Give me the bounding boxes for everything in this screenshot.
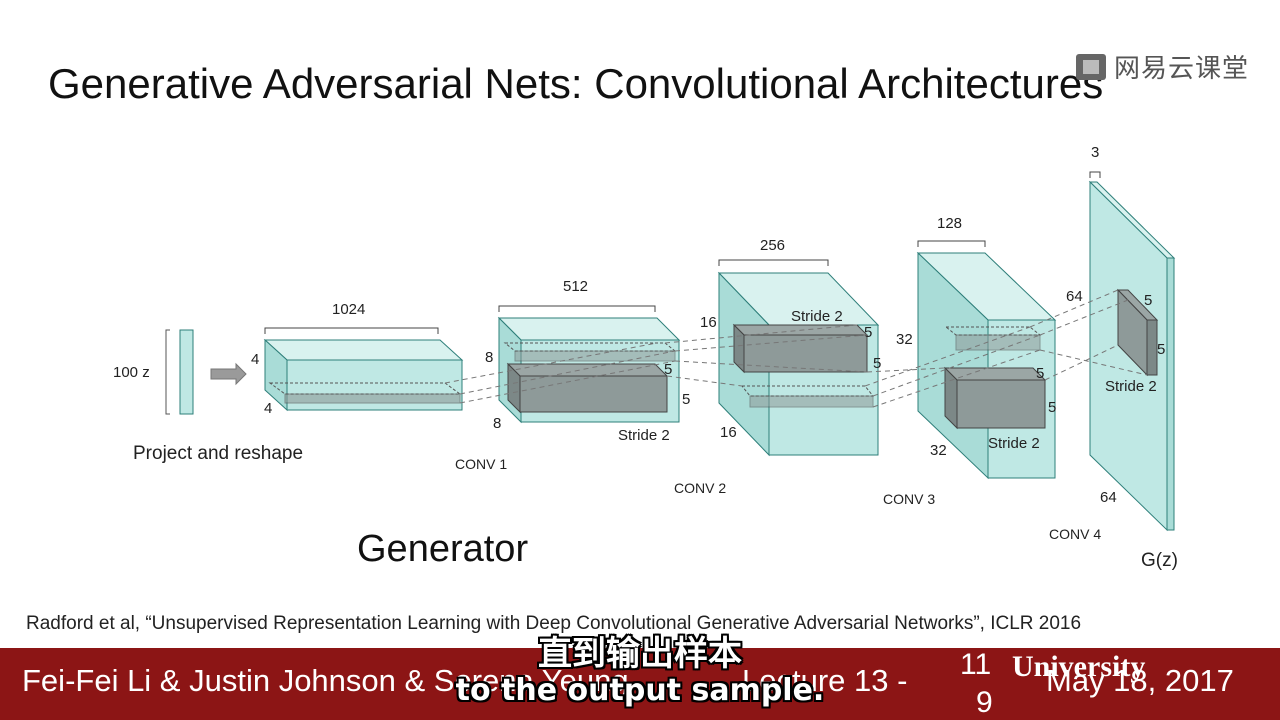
footer-date: May 18, 2017	[1046, 663, 1234, 698]
conv3-kernel-w-label: 5	[1048, 399, 1056, 416]
conv1-width-label: 8	[493, 415, 501, 432]
conv3-depth-label: 128	[937, 215, 962, 232]
conv4-stride-label: Stride 2	[1105, 378, 1157, 395]
z-vector-bar	[179, 329, 194, 415]
conv1-depth-label: 512	[563, 278, 588, 295]
conv4-block: 3 64 64 5 5 Stride 2 CONV 4 G(z)	[1049, 144, 1178, 571]
conv4-name-label: CONV 4	[1049, 526, 1101, 542]
conv4-depth-label: 3	[1091, 144, 1099, 161]
conv3-width-label: 32	[930, 442, 947, 459]
watermark-text: 网易云课堂	[1114, 53, 1250, 83]
conv1-stride-label: Stride 2	[618, 427, 670, 444]
dcgan-generator-diagram: 100 z Project and reshape 1024 4 4 512 8…	[113, 144, 1178, 571]
project-reshape-caption: Project and reshape	[133, 443, 303, 464]
conv4-height-label: 64	[1066, 288, 1083, 305]
footer-page-number-top: 11	[960, 648, 992, 681]
citation: Radford et al, “Unsupervised Representat…	[26, 613, 1082, 634]
footer-university: University	[1012, 650, 1146, 683]
conv1-kernel-h-label: 5	[664, 361, 672, 378]
z-bracket	[165, 329, 170, 415]
conv1-name-label: CONV 1	[455, 456, 507, 472]
footer-page-number-bottom: 9	[976, 686, 993, 719]
netease-cloud-classroom-logo-icon	[1076, 53, 1106, 80]
conv3-stride-label: Stride 2	[988, 435, 1040, 452]
conv3-kernel-h-label: 5	[1036, 365, 1044, 382]
conv1-kernel-w-label: 5	[682, 391, 690, 408]
conv1-height-label: 8	[485, 349, 493, 366]
conv2-kernel-w-label: 5	[873, 355, 881, 372]
layer0-depth-label: 1024	[332, 301, 365, 318]
conv2-width-label: 16	[720, 424, 737, 441]
input-arrow-icon	[210, 362, 247, 386]
conv2-height-label: 16	[700, 314, 717, 331]
conv2-kernel-h-label: 5	[864, 324, 872, 341]
projection-lines	[444, 289, 1148, 408]
output-label: G(z)	[1141, 550, 1178, 571]
conv4-width-label: 64	[1100, 489, 1117, 506]
conv4-kernel-w-label: 5	[1157, 341, 1165, 358]
conv4-kernel-h-label: 5	[1144, 292, 1152, 309]
subtitle-chinese: 直到输出样本	[538, 634, 742, 674]
footer-bar: Fei-Fei Li & Justin Johnson & Serena Yeu…	[0, 648, 1280, 720]
watermark: 网易云课堂	[1074, 48, 1249, 85]
layer-0-block: 1024 4 4	[251, 301, 464, 417]
footer-lecture: Lecture 13 -	[742, 663, 908, 698]
conv2-depth-label: 256	[760, 237, 785, 254]
conv3-height-label: 32	[896, 331, 913, 348]
conv1-block: 512 8 8 5 5 Stride 2 CONV 1	[455, 278, 690, 472]
input-vector: 100 z Project and reshape	[113, 329, 303, 464]
footer-authors: Fei-Fei Li & Justin Johnson & Serena Yeu…	[22, 663, 629, 698]
conv3-block: 128 32 32 5 5 Stride 2 CONV 3	[883, 215, 1056, 507]
generator-label: Generator	[357, 528, 529, 570]
slide-title: Generative Adversarial Nets: Convolution…	[48, 60, 1104, 107]
subtitle-english: to the output sample.	[455, 673, 825, 708]
conv2-name-label: CONV 2	[674, 480, 726, 496]
conv3-name-label: CONV 3	[883, 491, 935, 507]
layer0-height-label: 4	[251, 351, 259, 368]
conv2-stride-label: Stride 2	[791, 308, 843, 325]
conv2-block: 256 16 16 5 5 Stride 2 CONV 2	[674, 237, 881, 496]
z-label: 100 z	[113, 364, 150, 381]
layer0-width-label: 4	[264, 400, 272, 417]
